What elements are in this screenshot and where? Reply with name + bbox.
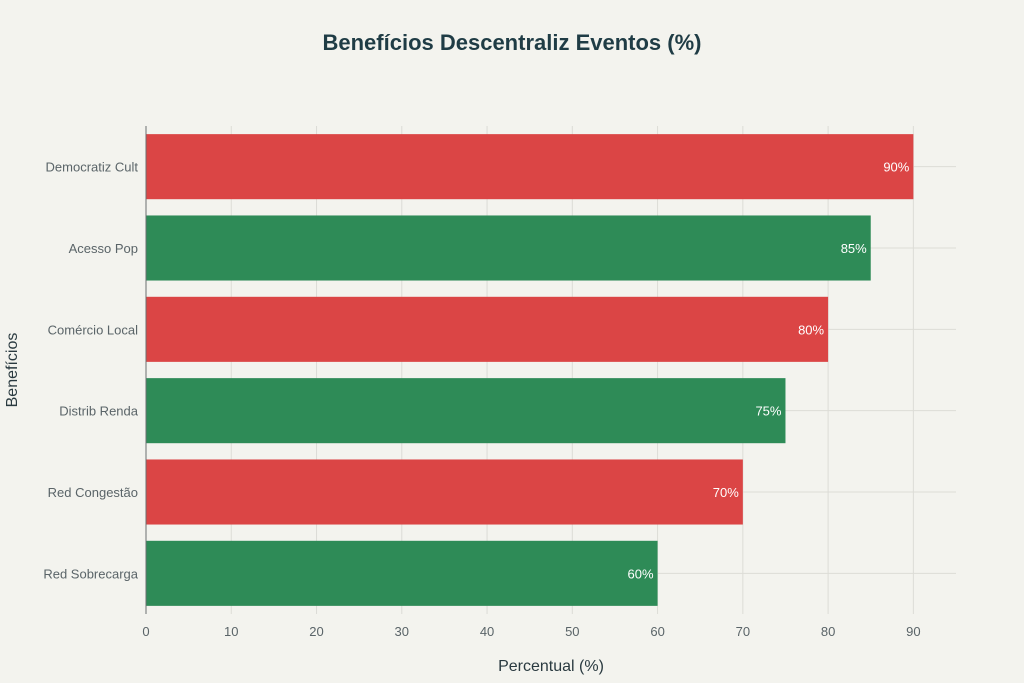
category-label: Distrib Renda (59, 404, 139, 419)
x-tick-label: 50 (565, 624, 579, 639)
chart-title: Benefícios Descentraliz Eventos (%) (322, 30, 701, 55)
category-label: Red Congestão (48, 485, 138, 500)
x-tick-label: 20 (309, 624, 323, 639)
bar (146, 459, 743, 525)
category-label-layer: Democratiz Cult Acesso Pop Comércio Local D… (43, 160, 138, 582)
x-axis-title: Percentual (%) (498, 658, 604, 675)
x-tick-label: 70 (736, 624, 750, 639)
y-axis-title: Benefícios (4, 333, 21, 408)
bar-data-label: 70% (713, 485, 739, 500)
x-tick-label: 40 (480, 624, 494, 639)
x-tick-label: 60 (650, 624, 664, 639)
category-label: Democratiz Cult (46, 160, 139, 175)
x-tick-label: 30 (395, 624, 409, 639)
x-tick-label: 80 (821, 624, 835, 639)
label-layer: 90% 85% 80% 75% 70% 60% (628, 160, 910, 582)
bar (146, 296, 829, 362)
bar-layer (146, 134, 914, 606)
x-tick-label: 10 (224, 624, 238, 639)
bar-data-label: 60% (628, 566, 654, 581)
category-label: Comércio Local (48, 322, 138, 337)
bar (146, 540, 658, 606)
bar-data-label: 80% (798, 322, 824, 337)
category-label: Red Sobrecarga (43, 566, 138, 581)
bar-data-label: 85% (841, 241, 867, 256)
category-label: Acesso Pop (69, 241, 138, 256)
bar-data-label: 90% (883, 160, 909, 175)
bar (146, 134, 914, 200)
bar (146, 215, 871, 281)
tick-label-layer: 0 10 20 30 40 50 60 70 80 90 (142, 624, 920, 639)
bar-data-label: 75% (755, 404, 781, 419)
x-tick-label: 0 (142, 624, 149, 639)
bar (146, 378, 786, 444)
x-tick-label: 90 (906, 624, 920, 639)
